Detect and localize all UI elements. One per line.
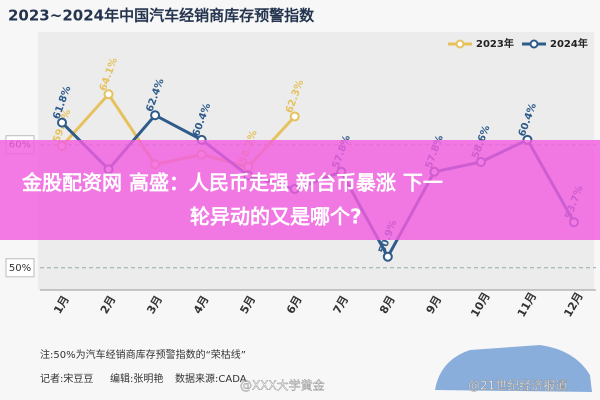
legend: 2023年 2024年 (448, 37, 588, 50)
legend-marker (529, 39, 539, 49)
y-tick-label: 50% (9, 263, 31, 274)
footer-reporter: 记者:宋豆豆 (40, 372, 93, 385)
banner-text: 轮异动的又是哪个? (190, 205, 362, 229)
data-point (150, 110, 161, 121)
banner (0, 140, 600, 240)
footer-source: 数据来源:CADA (175, 372, 247, 385)
legend-label: 2024年 (550, 37, 588, 50)
data-point (57, 117, 67, 128)
y-tick-box (5, 258, 35, 278)
watermark: @21世纪经济报道 (468, 378, 567, 393)
legend-marker (455, 39, 465, 49)
footer-editor: 编辑:张明艳 (110, 372, 163, 385)
data-point (289, 111, 300, 122)
car-illustration (435, 345, 592, 392)
chart-title: 2023~2024年中国汽车经销商库存预警指数 (8, 7, 315, 25)
legend-label: 2023年 (476, 37, 514, 50)
data-point (103, 89, 114, 100)
banner-text: 金股配资网 高盛：人民币走强 新台币暴涨 下一 (21, 171, 443, 195)
watermark: @XXX大学黄金 (240, 378, 325, 393)
data-point (382, 251, 393, 262)
footer-note: 注:50%为汽车经销商库存预警指数的“荣枯线” (40, 348, 246, 361)
